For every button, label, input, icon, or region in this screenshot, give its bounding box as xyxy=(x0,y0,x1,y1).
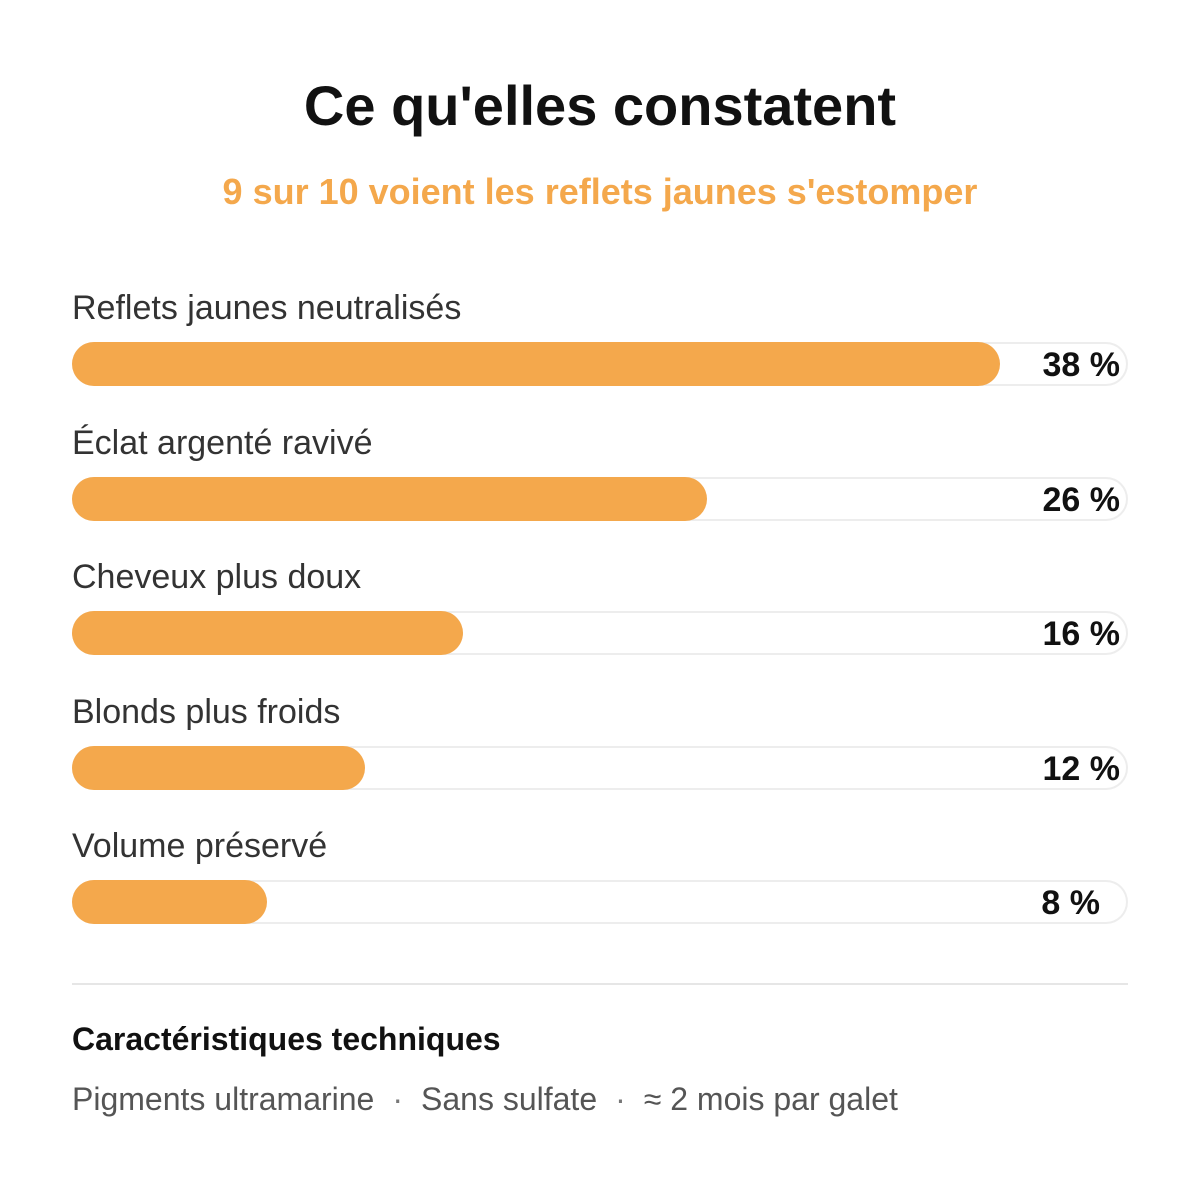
bar-value-label: 8 % xyxy=(1041,884,1100,922)
bar-row: Reflets jaunes neutralisés 38 % xyxy=(72,280,1128,415)
bar-fill xyxy=(72,476,707,521)
bar-fill xyxy=(72,611,463,655)
bar-track: 8 % xyxy=(72,880,1128,924)
page-subtitle: 9 sur 10 voient les reflets jaunes s'est… xyxy=(222,171,978,212)
bar-label: Blonds plus froids xyxy=(72,692,341,731)
bar-value-label: 16 % xyxy=(1042,615,1121,653)
bar-track: 16 % xyxy=(72,611,1128,655)
spec-item: Sans sulfate xyxy=(421,1081,598,1117)
spec-item: Pigments ultramarine xyxy=(72,1081,375,1117)
bar-row: Blonds plus froids 12 % xyxy=(72,684,1128,819)
bar-label: Volume préservé xyxy=(72,827,328,865)
bar-chart: Reflets jaunes neutralisés 38 % Éclat arge… xyxy=(72,280,1128,953)
spec-separator: · xyxy=(392,1081,403,1117)
bar-row: Volume préservé 8 % xyxy=(72,818,1128,953)
bar-row: Cheveux plus doux 16 % xyxy=(72,549,1128,684)
bar-fill xyxy=(72,745,365,790)
section-divider xyxy=(72,983,1128,985)
bar-value-label: 38 % xyxy=(1042,346,1121,384)
page-title: Ce qu'elles constatent xyxy=(303,74,897,137)
bar-value-label: 26 % xyxy=(1042,480,1121,519)
bar-label: Cheveux plus doux xyxy=(72,558,362,596)
bar-row: Éclat argenté ravivé 26 % xyxy=(72,415,1128,550)
bar-value-label: 12 % xyxy=(1042,749,1121,788)
bar-track: 12 % xyxy=(72,745,1128,790)
bar-fill xyxy=(72,342,1000,386)
spec-separator: · xyxy=(615,1081,626,1117)
bar-fill xyxy=(72,880,267,924)
bar-label: Reflets jaunes neutralisés xyxy=(72,289,462,327)
bar-track: 26 % xyxy=(72,476,1128,521)
bar-label: Éclat argenté ravivé xyxy=(72,423,373,462)
bar-track: 38 % xyxy=(72,342,1128,386)
specs-title: Caractéristiques techniques xyxy=(72,1021,501,1057)
specs-list: Pigments ultramarine · Sans sulfate · ≈ 2 mo… xyxy=(72,1078,898,1120)
spec-item: ≈ 2 mois par galet xyxy=(643,1081,898,1117)
